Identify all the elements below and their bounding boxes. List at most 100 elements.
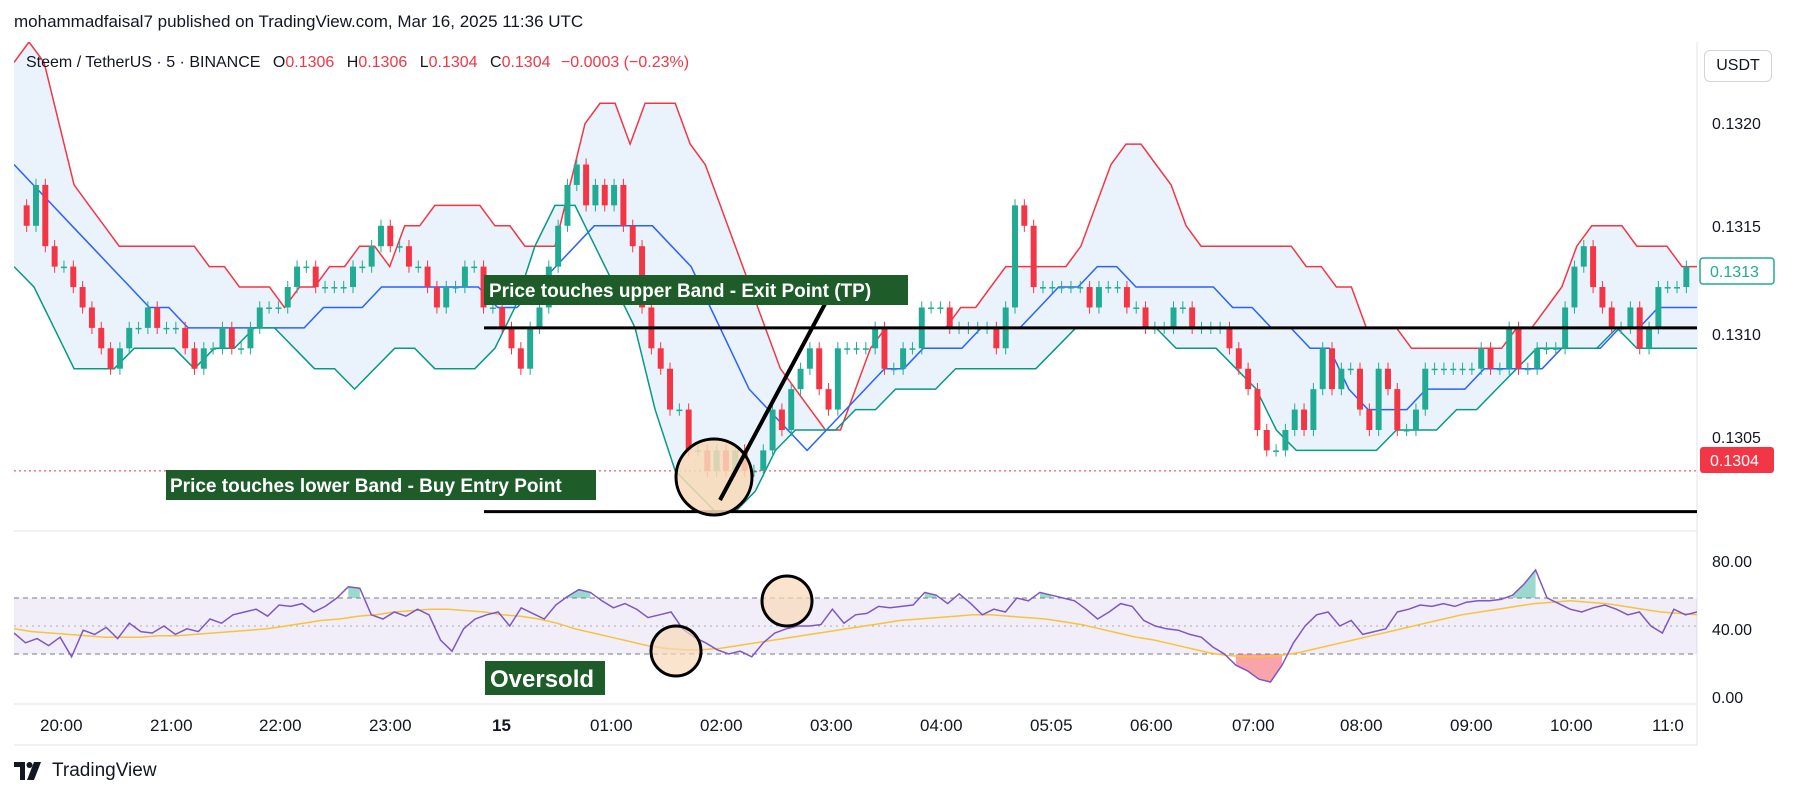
rsi-oversold-circle[interactable] bbox=[649, 624, 703, 678]
footer[interactable]: TradingView bbox=[14, 760, 157, 782]
rsi-axis[interactable]: 80.00 40.00 0.00 bbox=[1712, 554, 1752, 707]
candle-up bbox=[1291, 409, 1298, 430]
bollinger-band-fill bbox=[14, 42, 1697, 512]
candle-up bbox=[872, 327, 879, 349]
candle-up bbox=[862, 348, 869, 350]
entry-annotation[interactable]: Price touches lower Band - Buy Entry Poi… bbox=[166, 470, 596, 500]
candle-down bbox=[1487, 348, 1494, 369]
candle-down bbox=[1226, 327, 1233, 349]
oversold-annotation[interactable]: Oversold bbox=[485, 661, 605, 695]
candle-down bbox=[98, 327, 105, 349]
symbol-name[interactable]: Steem / TetherUS · 5 · BINANCE bbox=[26, 54, 261, 71]
rsi-line bbox=[14, 568, 1697, 683]
candle-down bbox=[433, 287, 440, 308]
time-tick: 04:00 bbox=[920, 716, 963, 735]
candle-up bbox=[1655, 287, 1662, 328]
candle-up bbox=[1431, 368, 1438, 371]
candle-up bbox=[1319, 348, 1326, 390]
candle-down bbox=[620, 184, 627, 226]
candle-down bbox=[993, 327, 1000, 349]
candle-up bbox=[1049, 287, 1056, 289]
candle-down bbox=[778, 409, 785, 430]
candle-down bbox=[79, 287, 86, 308]
bollinger-upper-band bbox=[14, 42, 1697, 431]
time-tick: 09:00 bbox=[1450, 716, 1493, 735]
candle-up bbox=[284, 287, 291, 308]
svg-text:0.1313: 0.1313 bbox=[1710, 264, 1759, 281]
rsi-bounce-circle[interactable] bbox=[760, 574, 814, 628]
currency-button[interactable]: USDT bbox=[1704, 50, 1772, 82]
candle-down bbox=[1263, 429, 1270, 451]
candle-up bbox=[359, 266, 366, 269]
time-tick: 01:00 bbox=[590, 716, 633, 735]
candle-up bbox=[1627, 307, 1634, 328]
candle-up bbox=[1580, 246, 1587, 267]
candle-down bbox=[51, 246, 58, 267]
candle-up bbox=[1571, 266, 1578, 308]
candle-down bbox=[657, 348, 664, 369]
candle-down bbox=[23, 205, 30, 226]
candle-up bbox=[564, 184, 571, 226]
tradingview-logo-icon bbox=[14, 762, 44, 780]
candle-up bbox=[573, 164, 580, 185]
candle-up bbox=[368, 246, 375, 267]
candle-down bbox=[480, 266, 487, 308]
candle-up bbox=[1524, 368, 1531, 371]
candle-down bbox=[816, 348, 823, 390]
candle-down bbox=[881, 327, 888, 369]
trend-line[interactable] bbox=[718, 301, 828, 501]
candle-up bbox=[1133, 307, 1140, 309]
candle-up bbox=[443, 287, 450, 308]
time-tick: 20:00 bbox=[40, 716, 83, 735]
candle-up bbox=[1347, 368, 1354, 371]
candle-up bbox=[275, 307, 282, 309]
candle-up bbox=[1543, 348, 1550, 350]
candle-up bbox=[1375, 368, 1382, 430]
candle-up bbox=[489, 307, 496, 309]
time-tick: 10:00 bbox=[1550, 716, 1593, 735]
time-axis[interactable]: 20:00 21:00 22:00 23:00 15 01:00 02:00 0… bbox=[40, 716, 1684, 735]
oversold-annotation-text: Oversold bbox=[490, 666, 594, 693]
candle-up bbox=[60, 266, 67, 269]
candle-down bbox=[517, 348, 524, 369]
candle-up bbox=[1077, 287, 1084, 289]
rsi-overbought-fill bbox=[348, 570, 1536, 598]
candle-up bbox=[1468, 368, 1475, 371]
candle-down bbox=[405, 246, 412, 267]
candle-up bbox=[396, 246, 403, 248]
candle-up bbox=[788, 389, 795, 430]
symbol-legend[interactable]: Steem / TetherUS · 5 · BINANCE O0.1306 H… bbox=[26, 54, 689, 72]
candle-up bbox=[144, 307, 151, 328]
candle-down bbox=[1086, 287, 1093, 308]
candle-down bbox=[1142, 307, 1149, 328]
entry-highlight-circle[interactable] bbox=[674, 437, 754, 517]
candle-down bbox=[1030, 225, 1037, 288]
exit-annotation[interactable]: Price touches upper Band - Exit Point (T… bbox=[484, 275, 908, 305]
candle-up bbox=[1664, 287, 1671, 289]
candle-up bbox=[844, 348, 851, 350]
change-value: −0.0003 (−0.23%) bbox=[560, 54, 690, 71]
candle-up bbox=[1552, 348, 1559, 350]
price-axis[interactable]: 0.1320 0.1315 0.1310 0.1305 0.1313 0.130… bbox=[1699, 116, 1775, 473]
candle-up bbox=[750, 470, 757, 473]
candle-up bbox=[135, 327, 142, 330]
rsi-pane[interactable] bbox=[14, 568, 1697, 683]
candle-down bbox=[1123, 287, 1130, 308]
candle-up bbox=[415, 266, 422, 269]
time-tick: 15 bbox=[492, 716, 511, 735]
time-tick: 07:00 bbox=[1232, 716, 1275, 735]
candle-up bbox=[1440, 368, 1447, 371]
candle-up bbox=[1506, 327, 1513, 369]
candle-up bbox=[890, 368, 897, 371]
low-value: 0.1304 bbox=[428, 54, 478, 71]
footer-brand: TradingView bbox=[52, 760, 157, 781]
candle-down bbox=[825, 389, 832, 410]
time-tick: 22:00 bbox=[259, 716, 302, 735]
candle-up bbox=[1403, 429, 1410, 432]
candle-down bbox=[601, 184, 608, 206]
price-tick: 0.1320 bbox=[1712, 116, 1761, 133]
candle-up bbox=[219, 327, 226, 349]
candle-down bbox=[154, 307, 161, 328]
candle-up bbox=[126, 327, 133, 349]
